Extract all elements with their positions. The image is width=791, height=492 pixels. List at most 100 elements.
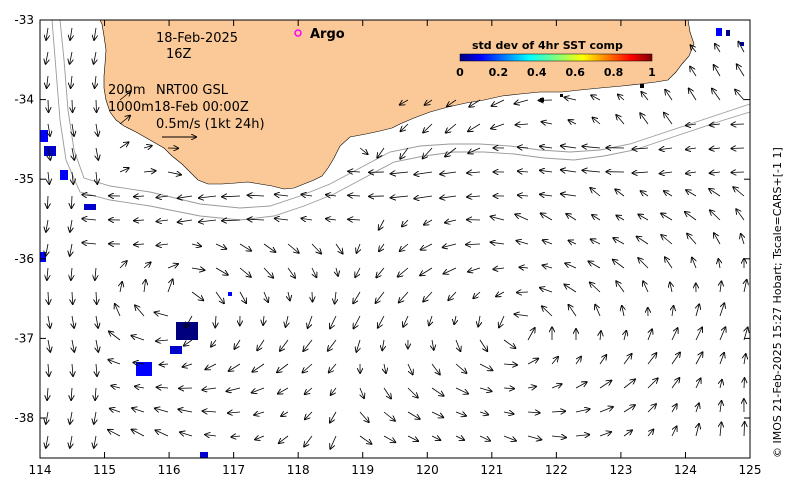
current-arrow: [96, 363, 97, 376]
current-arrow: [143, 262, 151, 269]
current-arrow: [424, 220, 433, 225]
current-arrow: [157, 220, 169, 222]
current-arrow: [455, 436, 464, 440]
current-arrow: [686, 124, 697, 126]
current-arrow: [551, 411, 565, 412]
current-arrow: [660, 148, 673, 150]
colorbar: std dev of 4hr SST comp 0 0.2 0.4 0.6 0.8 1: [456, 39, 656, 79]
current-arrow: [275, 194, 289, 196]
current-arrow: [94, 27, 96, 40]
current-arrow: [615, 189, 625, 197]
current-arrow: [407, 435, 418, 441]
current-arrow: [582, 170, 601, 172]
current-arrow: [96, 123, 98, 136]
current-arrow: [70, 27, 72, 40]
current-arrow: [710, 172, 721, 173]
current-arrow: [695, 328, 702, 341]
current-arrow: [108, 360, 121, 365]
current-arrow: [744, 422, 745, 437]
plot-frame: [39, 19, 751, 459]
current-arrow: [134, 363, 145, 365]
current-arrow: [737, 64, 745, 77]
y-tick-label: -37: [14, 331, 34, 345]
current-arrow: [595, 305, 601, 317]
current-arrow: [715, 44, 721, 53]
current-arrow: [46, 51, 48, 64]
date-label: 18-Feb-2025: [156, 31, 238, 46]
current-arrow: [503, 412, 514, 414]
current-arrow: [421, 243, 433, 250]
current-arrow: [359, 435, 371, 444]
current-arrow: [360, 387, 364, 398]
current-arrow: [686, 148, 697, 150]
current-arrow: [718, 259, 720, 269]
current-arrow: [157, 196, 169, 198]
current-arrow: [72, 99, 73, 112]
current-arrow: [287, 267, 295, 278]
x-tick-label: 120: [416, 463, 439, 477]
colorbar-tick-label: 0.4: [527, 66, 547, 79]
current-arrow: [590, 283, 601, 293]
current-arrow: [503, 339, 515, 348]
current-arrow: [647, 378, 658, 389]
current-arrow: [384, 363, 386, 373]
current-arrow: [661, 235, 673, 245]
current-arrow: [303, 363, 313, 373]
current-arrow: [515, 214, 529, 221]
current-arrow: [263, 243, 275, 252]
current-arrow: [71, 195, 72, 208]
current-arrow: [466, 244, 481, 245]
current-arrow: [569, 120, 577, 124]
current-arrow: [616, 281, 625, 293]
current-arrow: [231, 436, 241, 437]
current-arrow: [443, 244, 457, 247]
current-arrow: [593, 118, 601, 125]
current-arrow: [542, 306, 553, 317]
current-arrow: [383, 435, 395, 442]
current-arrow: [120, 282, 122, 293]
y-tick-label: -33: [14, 13, 34, 27]
current-arrow: [429, 315, 432, 325]
current-arrow: [184, 339, 193, 346]
current-arrow: [180, 432, 193, 436]
current-arrow: [257, 339, 265, 350]
current-arrow: [281, 412, 289, 416]
current-arrow: [455, 412, 466, 416]
current-arrow: [383, 411, 395, 421]
current-arrow: [47, 195, 48, 208]
current-arrow: [348, 171, 361, 172]
current-arrow: [643, 281, 649, 293]
current-arrow: [575, 357, 581, 365]
current-arrow: [590, 188, 601, 197]
current-arrow: [82, 243, 97, 244]
current-arrow: [191, 268, 204, 270]
current-arrow: [575, 409, 590, 412]
current-arrow: [468, 147, 481, 153]
current-arrow: [280, 339, 289, 351]
current-arrow: [143, 146, 152, 148]
current-arrow: [252, 387, 265, 393]
x-tick-label: 121: [480, 463, 503, 477]
current-arrow: [263, 267, 273, 278]
current-arrow: [229, 363, 241, 371]
current-arrow: [687, 234, 697, 245]
current-arrow: [473, 291, 481, 298]
current-arrow: [690, 67, 697, 77]
current-arrow: [467, 196, 481, 197]
y-tick-label: -38: [14, 411, 34, 425]
current-arrow: [689, 89, 697, 101]
current-arrow: [710, 148, 721, 149]
current-arrow: [222, 196, 241, 197]
current-arrow: [661, 213, 673, 221]
current-arrow: [720, 401, 722, 413]
current-arrow: [623, 354, 632, 365]
current-arrow: [565, 263, 577, 269]
current-arrow: [432, 339, 434, 350]
y-tick-label: -35: [14, 172, 34, 186]
current-arrow: [479, 363, 492, 370]
current-arrow: [376, 267, 385, 277]
current-arrow: [183, 364, 193, 367]
current-arrow: [720, 353, 724, 365]
current-arrow: [448, 291, 457, 300]
current-arrow: [423, 291, 433, 302]
